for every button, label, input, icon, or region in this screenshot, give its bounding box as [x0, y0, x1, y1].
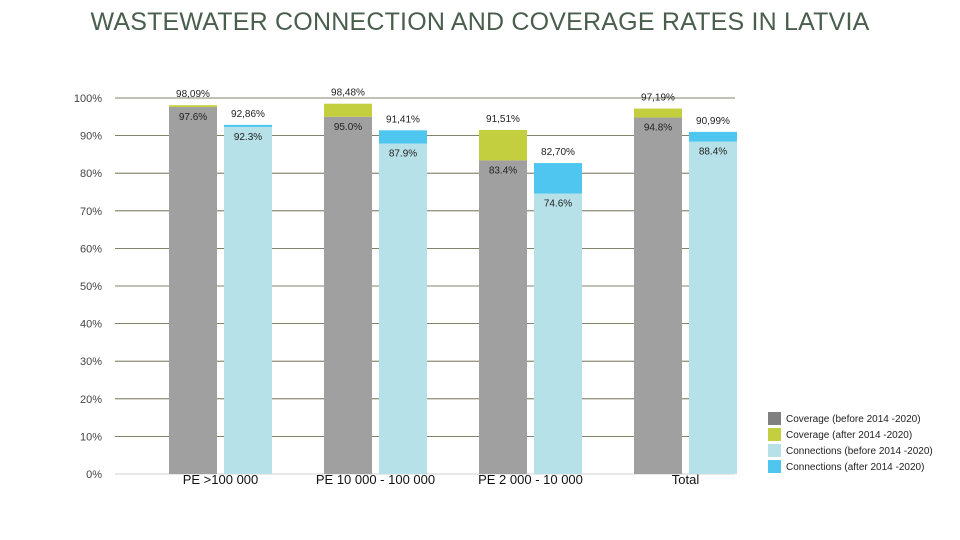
y-tick-label: 20%	[80, 394, 102, 406]
y-tick-label: 30%	[80, 356, 102, 368]
bar-connections-before	[379, 143, 427, 474]
data-label-connections-before: 92.3%	[234, 132, 262, 143]
data-label-coverage-after: 98,48%	[331, 88, 365, 99]
legend-label: Connections (after 2014 -2020)	[786, 462, 924, 473]
legend-swatch	[768, 412, 781, 425]
y-axis: 0% 10% 20% 30% 40% 50% 60% 70% 80% 90% 100%	[74, 93, 102, 481]
y-tick-label: 70%	[80, 206, 102, 218]
bar-connections-after	[224, 124, 272, 127]
legend-swatch	[768, 460, 781, 473]
y-tick-label: 90%	[80, 131, 102, 143]
data-label-connections-after: 82,70%	[541, 147, 575, 158]
y-tick-label: 40%	[80, 319, 102, 331]
data-labels: 97.6% 98,09% 92.3% 92,86% 95.0% 98,48% 87.9% 91…	[176, 88, 730, 210]
data-label-coverage-before: 95.0%	[334, 122, 362, 133]
x-axis: PE >100 000 PE 10 000 - 100 000 PE 2 000 -…	[183, 472, 700, 487]
bars	[169, 103, 737, 475]
legend-swatch	[768, 428, 781, 441]
y-tick-label: 100%	[74, 93, 102, 105]
y-tick-label: 10%	[80, 431, 102, 443]
data-label-coverage-before: 83.4%	[489, 165, 517, 176]
data-label-connections-after: 90,99%	[696, 116, 730, 127]
data-label-coverage-after: 91,51%	[486, 114, 520, 125]
bar-coverage-before	[169, 107, 217, 475]
x-category-label: PE 2 000 - 10 000	[478, 472, 583, 487]
y-tick-label: 0%	[86, 469, 102, 481]
data-label-coverage-before: 97.6%	[179, 112, 207, 123]
bar-connections-before	[689, 141, 737, 474]
data-label-connections-before: 74.6%	[544, 199, 572, 210]
legend-label: Connections (before 2014 -2020)	[786, 446, 933, 457]
bar-coverage-before	[324, 116, 372, 475]
bar-coverage-before	[634, 117, 682, 474]
legend-label: Coverage (before 2014 -2020)	[786, 414, 921, 425]
bar-coverage-after	[479, 129, 527, 161]
bar-connections-after	[534, 163, 582, 194]
chart-title: WASTEWATER CONNECTION AND COVERAGE RATES…	[90, 8, 870, 36]
data-label-connections-after: 92,86%	[231, 109, 265, 120]
legend-swatch	[768, 444, 781, 457]
data-label-connections-before: 87.9%	[389, 148, 417, 159]
data-label-connections-before: 88.4%	[699, 147, 727, 158]
data-label-coverage-after: 98,09%	[176, 89, 210, 100]
legend: Coverage (before 2014 -2020) Coverage (af…	[768, 412, 933, 473]
bar-coverage-after	[324, 103, 372, 117]
bar-connections-before	[534, 193, 582, 474]
x-category-label: PE >100 000	[183, 472, 259, 487]
y-tick-label: 60%	[80, 243, 102, 255]
data-label-coverage-before: 94.8%	[644, 123, 672, 134]
data-label-coverage-after: 97,19%	[641, 93, 675, 104]
y-tick-label: 50%	[80, 281, 102, 293]
data-label-connections-after: 91,41%	[386, 114, 420, 125]
y-tick-label: 80%	[80, 168, 102, 180]
bar-connections-after	[689, 131, 737, 142]
x-category-label: Total	[672, 472, 700, 487]
x-category-label: PE 10 000 - 100 000	[316, 472, 435, 487]
legend-label: Coverage (after 2014 -2020)	[786, 430, 912, 441]
bar-connections-after	[379, 130, 427, 144]
bar-coverage-before	[479, 160, 527, 474]
bar-coverage-after	[634, 108, 682, 118]
bar-connections-before	[224, 126, 272, 475]
bar-coverage-after	[169, 105, 217, 108]
